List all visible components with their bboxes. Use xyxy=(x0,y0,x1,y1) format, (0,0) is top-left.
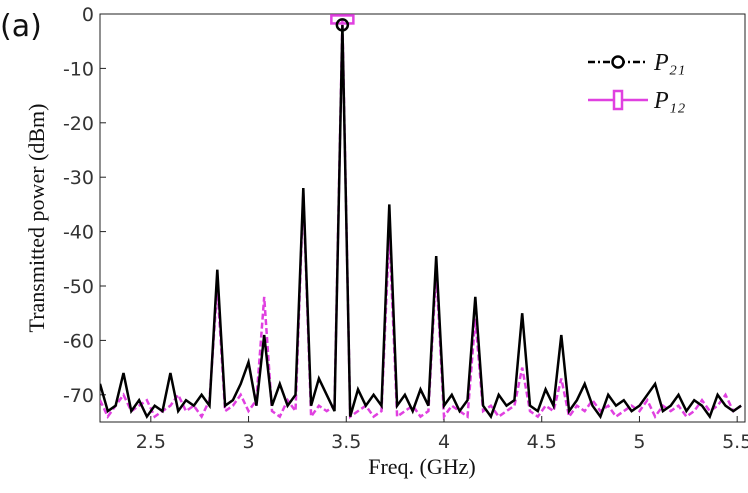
legend-label: P₂₁ xyxy=(653,50,685,76)
legend-label: P₁₂ xyxy=(653,88,685,114)
x-tick-label: 5.5 xyxy=(722,431,748,453)
x-tick-label: 4 xyxy=(438,431,450,453)
marker xyxy=(330,14,355,25)
legend-marker xyxy=(611,55,625,69)
marker xyxy=(335,18,350,32)
series-line xyxy=(100,24,742,420)
legend-marker xyxy=(612,89,624,111)
y-tick-label: -40 xyxy=(63,222,94,244)
y-tick-label: -60 xyxy=(63,330,94,352)
x-tick-label: 2.5 xyxy=(136,431,166,453)
panel-label: (a) xyxy=(0,9,42,44)
y-axis-label: Transmitted power (dBm) xyxy=(24,104,49,333)
plot-frame xyxy=(99,13,746,423)
y-tick-label: 0 xyxy=(82,4,94,26)
x-axis-label: Freq. (GHz) xyxy=(368,454,476,479)
x-tick-label: 3.5 xyxy=(331,431,361,453)
y-tick-label: -30 xyxy=(63,167,94,189)
x-tick-label: 3 xyxy=(242,431,254,453)
series-line xyxy=(100,19,742,421)
x-tick-label: 4.5 xyxy=(527,431,557,453)
x-tick-label: 5 xyxy=(633,431,645,453)
y-tick-label: -50 xyxy=(63,276,94,298)
y-tick-label: -20 xyxy=(63,113,94,135)
y-tick-label: -10 xyxy=(63,58,94,80)
y-tick-label: -70 xyxy=(63,385,94,407)
